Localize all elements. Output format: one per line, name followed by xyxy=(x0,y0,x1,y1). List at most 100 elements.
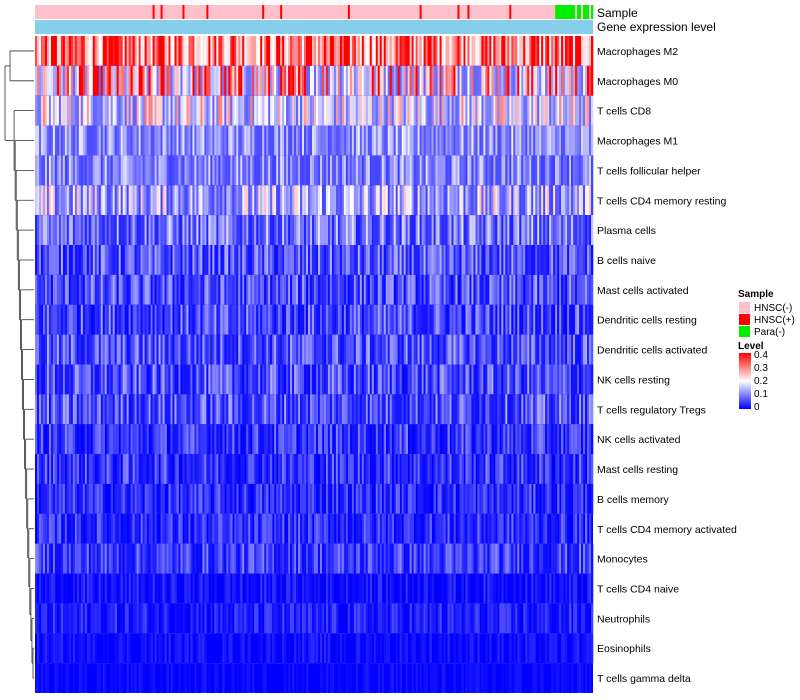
heatmap-cell xyxy=(308,424,311,455)
heatmap-cell xyxy=(220,65,223,96)
heatmap-cell xyxy=(527,245,530,275)
heatmap-cell xyxy=(306,304,309,335)
heatmap-cell xyxy=(278,36,281,66)
heatmap-cell xyxy=(136,274,139,305)
heatmap-cell xyxy=(118,274,121,305)
heatmap-cell xyxy=(371,95,375,126)
heatmap-cell xyxy=(537,185,540,216)
heatmap-cell xyxy=(345,36,349,66)
heatmap-cell xyxy=(74,65,78,96)
heatmap-cell xyxy=(567,155,570,186)
heatmap-cell xyxy=(258,304,261,335)
heatmap-cell xyxy=(80,185,84,216)
heatmap-cell xyxy=(583,364,586,395)
heatmap-cell xyxy=(479,334,482,365)
heatmap-cell xyxy=(487,304,490,335)
heatmap-cell xyxy=(76,454,80,484)
heatmap-cell xyxy=(280,65,283,96)
heatmap-cell xyxy=(443,424,446,455)
heatmap-cell xyxy=(46,513,50,544)
heatmap-cell xyxy=(226,215,229,246)
heatmap-cell xyxy=(459,304,462,335)
heatmap-cell xyxy=(148,185,151,216)
heatmap-cell xyxy=(461,513,464,544)
heatmap-cell xyxy=(471,394,474,425)
heatmap-cell xyxy=(218,185,221,216)
heatmap-cell xyxy=(353,95,357,126)
heatmap-cell xyxy=(126,334,129,365)
sample-cell xyxy=(268,5,271,19)
heatmap-cell xyxy=(525,155,528,186)
heatmap-cell xyxy=(270,483,273,514)
sample-cell xyxy=(118,5,121,19)
sample-cell xyxy=(495,5,498,19)
heatmap-cell xyxy=(329,185,333,216)
heatmap-cell xyxy=(505,245,508,275)
sample-cell xyxy=(355,5,359,19)
heatmap-cell xyxy=(573,65,576,96)
heatmap-cell xyxy=(545,394,548,425)
heatmap-cell xyxy=(527,65,530,96)
heatmap-cell xyxy=(262,215,265,246)
sample-cell xyxy=(96,5,100,19)
heatmap-cell xyxy=(383,394,387,425)
heatmap-cell xyxy=(467,334,470,365)
heatmap-cell xyxy=(587,334,590,365)
heatmap-cell xyxy=(128,454,131,484)
heatmap-cell xyxy=(314,424,317,455)
heatmap-cell xyxy=(567,185,570,216)
heatmap-cell xyxy=(218,364,221,395)
heatmap-cell xyxy=(491,364,494,395)
heatmap-cell xyxy=(381,334,385,365)
heatmap-cell xyxy=(577,95,580,126)
heatmap-cell xyxy=(341,483,345,514)
heatmap-cell xyxy=(445,95,448,126)
sample-cell xyxy=(375,5,379,19)
heatmap-cell xyxy=(260,215,263,246)
heatmap-cell xyxy=(306,95,309,126)
heatmap-cell xyxy=(569,394,572,425)
sample-cell xyxy=(439,5,442,19)
heatmap-cell xyxy=(579,125,582,156)
heatmap-cell xyxy=(589,424,592,455)
heatmap-cell xyxy=(134,424,137,455)
heatmap-cell xyxy=(335,215,339,246)
heatmap-cell xyxy=(250,394,253,425)
heatmap-cell xyxy=(491,454,494,484)
sample-cell xyxy=(461,5,464,19)
heatmap-cell xyxy=(469,65,472,96)
heatmap-cell xyxy=(216,65,219,96)
heatmap-cell xyxy=(254,125,257,156)
heatmap-cell xyxy=(38,513,42,544)
heatmap-cell xyxy=(210,334,213,365)
heatmap-cell xyxy=(280,454,283,484)
heatmap-cell xyxy=(531,274,534,305)
heatmap-cell xyxy=(559,185,562,216)
heatmap-cell xyxy=(427,364,430,395)
heatmap-cell xyxy=(577,245,580,275)
heatmap-cell xyxy=(214,36,217,66)
heatmap-cell xyxy=(276,36,279,66)
heatmap-cell xyxy=(266,245,269,275)
heatmap-cell xyxy=(276,424,279,455)
heatmap-cell xyxy=(234,454,237,484)
heatmap-cell xyxy=(547,424,550,455)
heatmap-cell xyxy=(146,394,149,425)
heatmap-cell xyxy=(489,36,492,66)
heatmap-cell xyxy=(202,304,205,335)
heatmap-cell xyxy=(56,95,60,126)
heatmap-cell xyxy=(180,274,183,305)
heatmap-cell xyxy=(268,155,271,186)
sample-cell xyxy=(441,5,444,19)
sample-cell xyxy=(473,5,476,19)
heatmap-cell xyxy=(276,125,279,156)
heatmap-cell xyxy=(110,215,114,246)
heatmap-cell xyxy=(214,95,217,126)
heatmap-cell xyxy=(465,513,468,544)
heatmap-cell xyxy=(212,274,215,305)
heatmap-cell xyxy=(102,334,106,365)
heatmap-cell xyxy=(375,155,379,186)
heatmap-cell xyxy=(541,454,544,484)
sample-cell xyxy=(114,5,118,19)
heatmap-cell xyxy=(310,304,313,335)
